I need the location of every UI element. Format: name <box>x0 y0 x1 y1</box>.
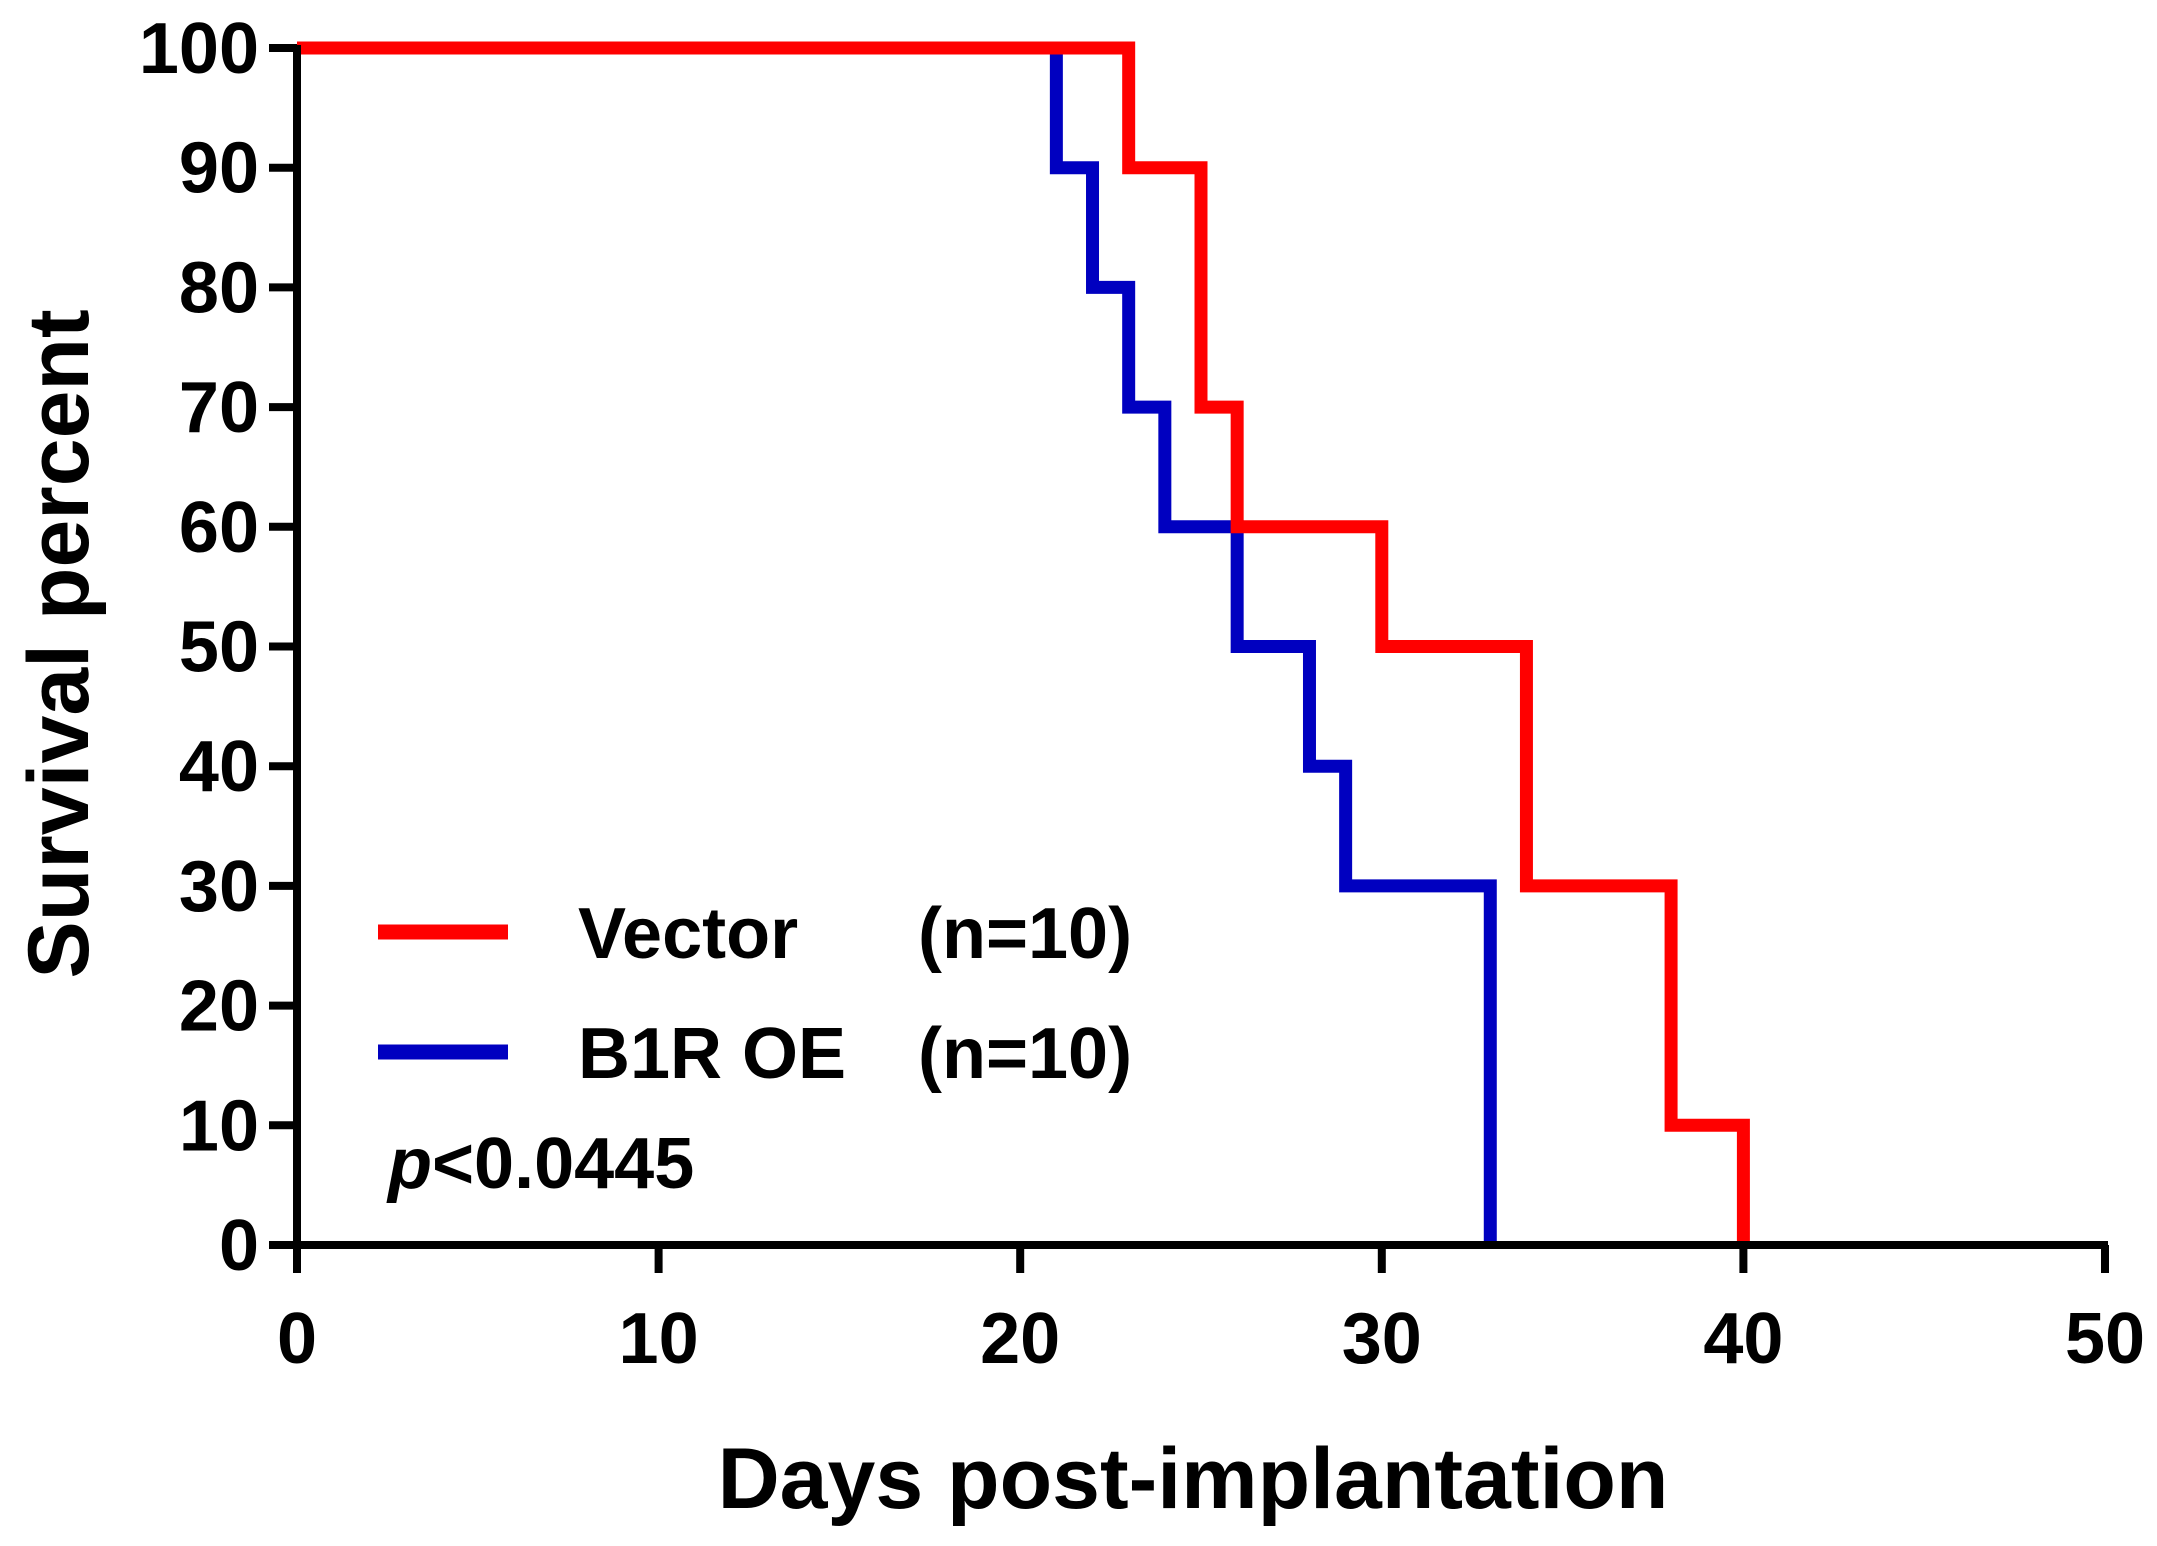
y-tick-label-20: 20 <box>179 967 259 1047</box>
x-tick-label-10: 10 <box>619 1299 699 1379</box>
y-tick-label-100: 100 <box>139 9 259 89</box>
p-value: <0.0445 <box>432 1124 694 1204</box>
legend: Vector (n=10) B1R OE (n=10) <box>378 894 1132 1094</box>
x-tick-label-0: 0 <box>277 1299 317 1379</box>
ticks-layer: 0 10 20 30 40 50 60 70 80 90 100 0 10 20 30 40 50 <box>139 9 2145 1379</box>
x-tick-label-20: 20 <box>980 1299 1060 1379</box>
y-tick-label-40: 40 <box>179 727 259 807</box>
x-axis-title: Days post-implantation <box>718 1431 1669 1527</box>
x-tick-label-40: 40 <box>1703 1299 1783 1379</box>
legend-n-vector: (n=10) <box>918 894 1132 974</box>
p-symbol: p <box>386 1124 432 1204</box>
y-tick-label-60: 60 <box>179 488 259 568</box>
y-axis-title: Survival percent <box>11 309 107 978</box>
p-value-annotation: p<0.0445 <box>386 1124 694 1204</box>
series-line-b1r-oe <box>297 41 1497 1245</box>
series-line-vector <box>297 41 1750 1245</box>
x-tick-label-50: 50 <box>2065 1299 2145 1379</box>
y-tick-label-90: 90 <box>179 129 259 209</box>
legend-label-vector: Vector <box>578 894 798 974</box>
y-tick-label-10: 10 <box>179 1086 259 1166</box>
legend-n-b1r-oe: (n=10) <box>918 1014 1132 1094</box>
series-layer <box>297 41 1750 1245</box>
y-tick-label-80: 80 <box>179 248 259 328</box>
y-tick-label-0: 0 <box>219 1206 259 1286</box>
x-tick-label-30: 30 <box>1342 1299 1422 1379</box>
y-tick-label-30: 30 <box>179 847 259 927</box>
y-tick-label-50: 50 <box>179 608 259 688</box>
y-tick-label-70: 70 <box>179 368 259 448</box>
legend-label-b1r-oe: B1R OE <box>578 1014 846 1094</box>
